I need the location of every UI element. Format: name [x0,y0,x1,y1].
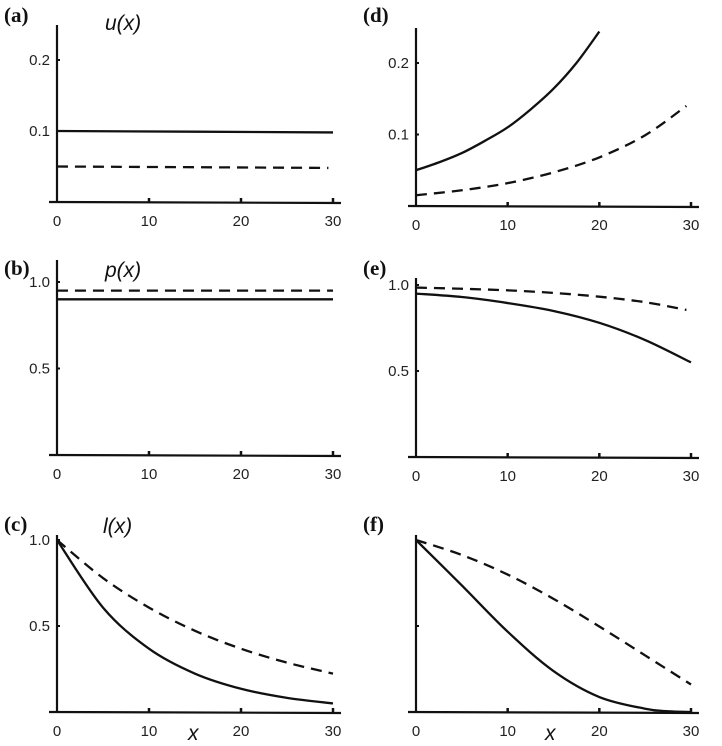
y-tick-label: 0.1 [29,123,50,140]
x-tick-label: 30 [683,468,700,485]
x-axis [407,710,700,715]
x-tick-label: 20 [591,217,608,234]
curve-label: l(x) [103,515,132,538]
panel-label: (e) [363,256,386,280]
panel-label: (d) [363,3,389,27]
y-tick-label: 1.0 [29,274,50,291]
x-tick-label: 20 [233,213,250,230]
panel-b: 0 10 20 30 0.5 1.0(b) p(x) [4,256,341,483]
x-axis [407,204,700,209]
panel-f: 0 10 20 30 (f) x [363,512,699,745]
x-tick-label: 20 [233,723,250,740]
dashed-series-line [415,286,687,312]
x-tick-label: 0 [412,723,420,740]
dashed-series-line [56,539,334,675]
x-tick-label: 30 [325,213,342,230]
solid-series-line [415,539,692,714]
y-tick-label: 1.0 [388,277,409,294]
y-tick-label: 0.5 [29,618,50,635]
y-tick-label: 0.2 [388,55,409,72]
x-tick-label: 0 [412,468,420,485]
panel-label: (f) [363,512,384,536]
dashed-series-line [415,104,688,197]
panel-label: (b) [4,256,30,280]
x-tick-label: 10 [499,468,516,485]
x-tick-label: 10 [141,723,158,740]
x-tick-label: 10 [141,466,158,483]
panel-label: (c) [4,512,27,536]
x-axis-label: x [187,722,200,745]
y-tick-label: 0.2 [29,52,50,69]
x-tick-label: 0 [53,723,61,740]
x-tick-label: 0 [412,217,420,234]
solid-series-line [415,292,692,364]
x-tick-label: 10 [499,217,516,234]
x-axis-label: x [544,722,557,745]
curve-label: p(x) [104,259,141,282]
x-axis [48,710,342,715]
y-tick-label: 0.5 [388,363,409,380]
curve-label: u(x) [105,12,141,35]
x-axis [407,455,700,460]
solid-series-line [56,539,334,705]
x-tick-label: 20 [233,466,250,483]
panel-d: 0 10 20 30 0.1 0.2 (d) [363,3,699,234]
x-tick-label: 10 [499,723,516,740]
x-axis [48,200,342,205]
x-tick-label: 30 [683,217,700,234]
panel-a: 0 10 20 30 0.1 0.2 (a) u(x) [4,3,341,230]
x-tick-label: 30 [683,723,700,740]
y-tick-label: 0.5 [29,361,50,378]
dashed-series-line [56,165,329,170]
panel-label: (a) [4,3,29,27]
y-tick-label: 0.1 [388,127,409,144]
solid-series-line [415,30,601,172]
x-tick-label: 20 [591,468,608,485]
x-tick-label: 30 [325,723,342,740]
x-tick-label: 30 [325,466,342,483]
dashed-series-line [415,538,692,686]
x-tick-label: 10 [141,213,158,230]
x-tick-label: 0 [53,466,61,483]
x-axis [48,453,342,458]
x-tick-label: 0 [53,213,61,230]
panel-e: 0 10 20 30 0.5 1.0(e) [363,256,699,485]
x-tick-label: 20 [591,723,608,740]
solid-series-line [56,129,334,134]
y-tick-label: 1.0 [29,532,50,549]
panel-c: 0 10 20 30 0.5 1.0(c) l(x) x [4,512,341,745]
